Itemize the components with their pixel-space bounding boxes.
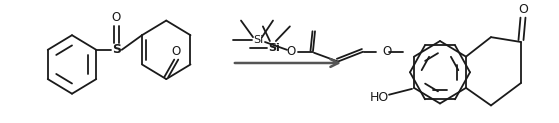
Text: Si: Si	[253, 35, 264, 45]
Text: O: O	[382, 45, 391, 58]
Text: O: O	[172, 45, 181, 58]
Text: O: O	[112, 11, 121, 24]
Text: HO: HO	[369, 91, 389, 104]
Text: S: S	[112, 43, 121, 56]
Text: Si: Si	[268, 43, 280, 53]
Text: O: O	[518, 3, 528, 16]
Text: O: O	[286, 45, 296, 58]
